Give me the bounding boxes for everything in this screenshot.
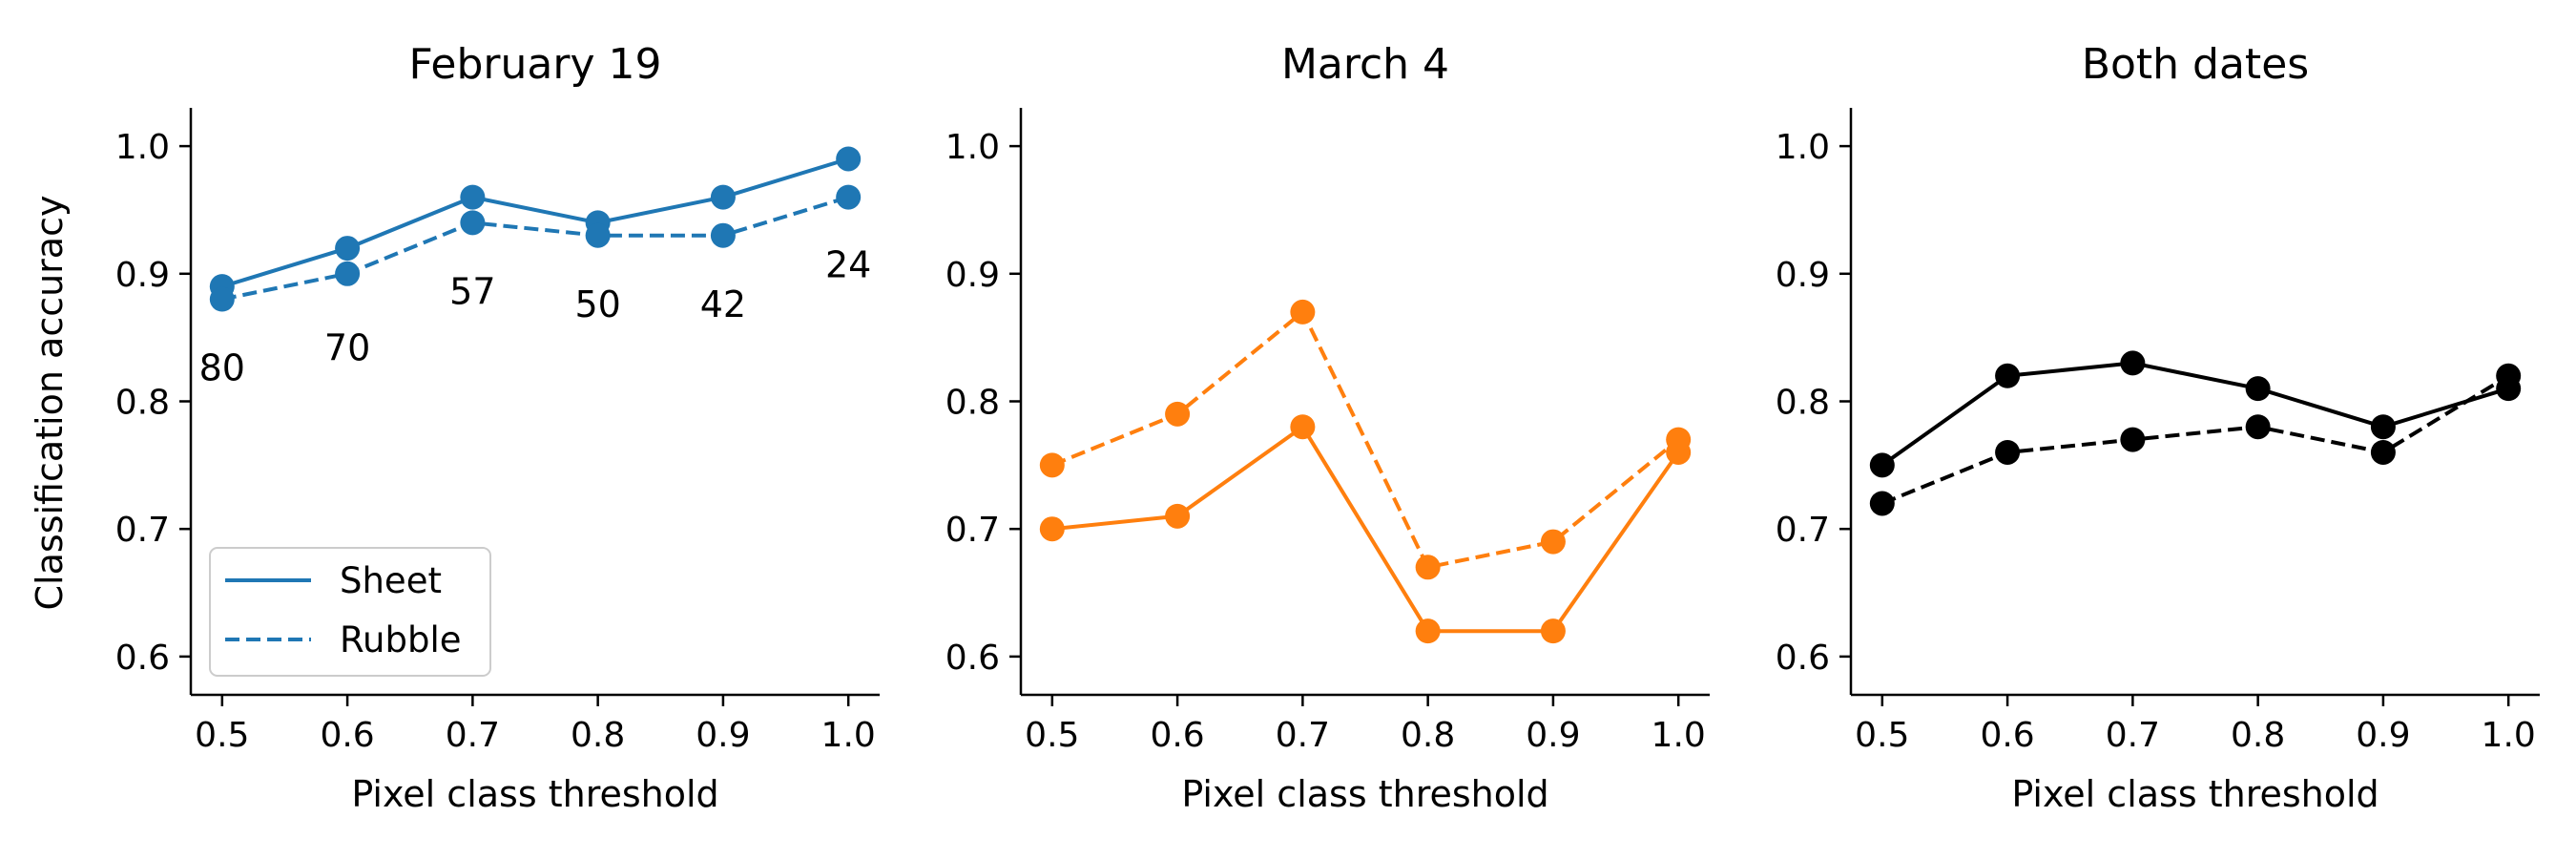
- data-point-rubble: [836, 184, 862, 210]
- data-point-sheet: [1869, 452, 1895, 478]
- annotation-label: 42: [700, 283, 746, 325]
- y-tick-label: 0.6: [115, 639, 170, 678]
- chart-title: Both dates: [2082, 40, 2309, 89]
- data-point-rubble: [1165, 401, 1191, 427]
- y-tick-label: 0.9: [115, 256, 170, 295]
- data-point-sheet: [1415, 618, 1441, 644]
- x-tick-label: 0.8: [571, 716, 625, 755]
- x-tick-label: 0.6: [1150, 716, 1204, 755]
- x-tick-label: 0.9: [696, 716, 750, 755]
- legend: Sheet Rubble: [209, 547, 491, 677]
- series-line-sheet: [1051, 425, 1680, 634]
- annotation-label: 80: [199, 347, 245, 389]
- legend-label: Rubble: [340, 619, 462, 660]
- data-point-rubble: [1995, 439, 2021, 465]
- x-tick-label: 0.7: [2106, 716, 2160, 755]
- data-point-rubble: [1869, 491, 1895, 516]
- data-point-rubble: [460, 210, 486, 236]
- series-line-rubble: [221, 195, 849, 302]
- data-point-sheet: [2245, 376, 2271, 402]
- x-tick-label: 1.0: [1652, 716, 1706, 755]
- y-tick-label: 1.0: [1776, 128, 1830, 167]
- chart-title: March 4: [1281, 40, 1449, 89]
- x-tick-label: 1.0: [2482, 716, 2536, 755]
- x-tick-label: 1.0: [821, 716, 876, 755]
- y-tick-label: 0.7: [115, 511, 170, 550]
- data-point-rubble: [1415, 555, 1441, 580]
- y-tick-label: 1.0: [115, 128, 170, 167]
- series-line-sheet: [221, 157, 849, 289]
- data-point-rubble: [2370, 439, 2396, 465]
- y-tick-label: 0.8: [945, 384, 1000, 423]
- data-point-sheet: [2120, 350, 2146, 376]
- data-point-rubble: [209, 286, 235, 312]
- x-tick-label: 0.9: [2356, 716, 2410, 755]
- data-point-sheet: [460, 184, 486, 210]
- y-tick-label: 0.6: [945, 639, 1000, 678]
- chart-panel-3: Both dates 0.6 0.7 0.8 0.9 1.0 0.5 0.6 0.7 0.8 0.9…: [1776, 40, 2540, 815]
- data-point-rubble: [335, 261, 361, 286]
- x-axis-label: Pixel class threshold: [1181, 773, 1548, 815]
- chart-panel-2: March 4 0.6 0.7 0.8 0.9 1.0 0.5 0.6 0.7 0.8 0.9 1.0…: [945, 40, 1710, 815]
- data-point-sheet: [836, 146, 862, 172]
- data-point-rubble: [2245, 414, 2271, 440]
- series-line-rubble: [1881, 374, 2510, 506]
- x-tick-label: 0.8: [2231, 716, 2285, 755]
- y-tick-label: 0.7: [1776, 511, 1830, 550]
- y-tick-label: 0.7: [945, 511, 1000, 550]
- data-point-sheet: [1540, 618, 1566, 644]
- data-point-sheet: [710, 184, 736, 210]
- x-axis-label: Pixel class threshold: [351, 773, 718, 815]
- data-point-rubble: [2120, 427, 2146, 452]
- data-point-sheet: [1165, 503, 1191, 529]
- x-tick-label: 0.9: [1526, 716, 1580, 755]
- series-line-sheet: [1880, 361, 2509, 467]
- annotation-label: 24: [825, 243, 871, 285]
- data-point-rubble: [710, 222, 736, 248]
- series-line-rubble: [1051, 309, 1680, 570]
- y-tick-label: 0.6: [1776, 639, 1830, 678]
- y-tick-label: 0.9: [1776, 256, 1830, 295]
- data-point-rubble: [1290, 299, 1316, 325]
- data-point-rubble: [1039, 452, 1065, 478]
- data-point-sheet: [1039, 516, 1065, 542]
- data-point-rubble: [585, 222, 611, 248]
- annotation-label: 50: [574, 283, 620, 325]
- annotation-label: 70: [324, 326, 370, 368]
- x-tick-label: 0.5: [195, 716, 249, 755]
- data-point-sheet: [335, 236, 361, 262]
- y-tick-label: 0.8: [1776, 384, 1830, 423]
- x-tick-label: 0.8: [1401, 716, 1455, 755]
- data-point-rubble: [1540, 529, 1566, 555]
- x-tick-label: 0.7: [446, 716, 500, 755]
- data-point-rubble: [1666, 427, 1692, 452]
- x-tick-label: 0.5: [1855, 716, 1909, 755]
- y-tick-label: 0.8: [115, 384, 170, 423]
- x-tick-label: 0.6: [1980, 716, 2034, 755]
- x-tick-label: 0.5: [1025, 716, 1079, 755]
- y-tick-label: 0.9: [945, 256, 1000, 295]
- data-point-sheet: [1995, 363, 2021, 388]
- x-tick-label: 0.7: [1276, 716, 1330, 755]
- data-point-rubble: [2496, 363, 2522, 388]
- x-tick-label: 0.6: [320, 716, 374, 755]
- chart-panel-1: February 19 0.6 0.7 0.8 0.9 1.0 0.5 0.6 0.7 0.8 0.…: [115, 40, 880, 815]
- y-axis-label: Classification accuracy: [29, 196, 71, 611]
- annotation-label: 57: [449, 271, 495, 313]
- y-tick-label: 1.0: [945, 128, 1000, 167]
- chart-title: February 19: [409, 40, 662, 89]
- x-axis-label: Pixel class threshold: [2011, 773, 2379, 815]
- legend-label: Sheet: [340, 560, 442, 601]
- data-point-sheet: [1290, 414, 1316, 440]
- data-point-sheet: [2370, 414, 2396, 440]
